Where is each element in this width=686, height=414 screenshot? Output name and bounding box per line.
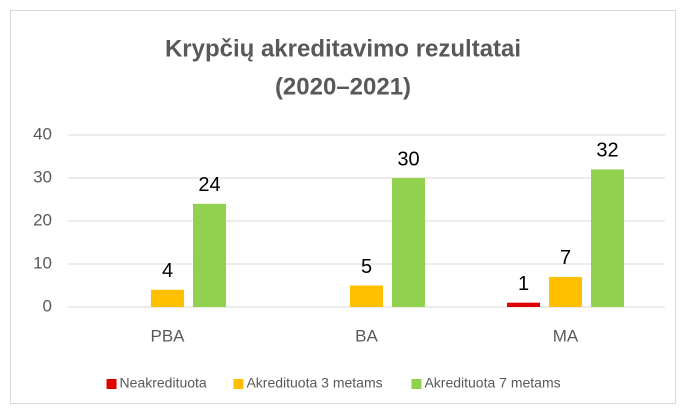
legend-label: Akredituota 7 metams	[424, 375, 560, 391]
data-label: 4	[162, 260, 173, 282]
legend-swatch	[411, 379, 422, 389]
y-tick-label: 10	[33, 253, 52, 272]
x-tick-label: BA	[355, 326, 378, 345]
x-tick-label: MA	[553, 326, 579, 345]
bar	[193, 203, 226, 307]
chart-title: Krypčių akreditavimo rezultatai	[165, 35, 521, 62]
y-tick-label: 0	[43, 296, 52, 315]
data-label: 30	[397, 148, 419, 170]
data-label: 32	[596, 140, 618, 162]
y-tick-label: 20	[33, 210, 52, 229]
chart-title: (2020–2021)	[275, 73, 411, 100]
data-label: 5	[361, 256, 372, 278]
bar	[507, 302, 540, 307]
bar	[151, 289, 184, 307]
bar	[549, 276, 582, 307]
y-tick-label: 30	[33, 167, 52, 186]
data-label: 7	[560, 247, 571, 269]
x-tick-label: PBA	[150, 326, 185, 345]
bar	[591, 169, 624, 307]
legend-swatch	[233, 379, 244, 389]
data-label: 24	[198, 174, 220, 196]
legend-label: Akredituota 3 metams	[246, 375, 382, 391]
y-tick-label: 40	[33, 124, 52, 143]
data-label: 1	[518, 273, 529, 295]
chart-border	[10, 10, 676, 404]
legend-swatch	[106, 379, 117, 389]
bar	[392, 178, 425, 307]
bar	[350, 285, 383, 307]
legend-label: Neakredituota	[120, 375, 207, 391]
